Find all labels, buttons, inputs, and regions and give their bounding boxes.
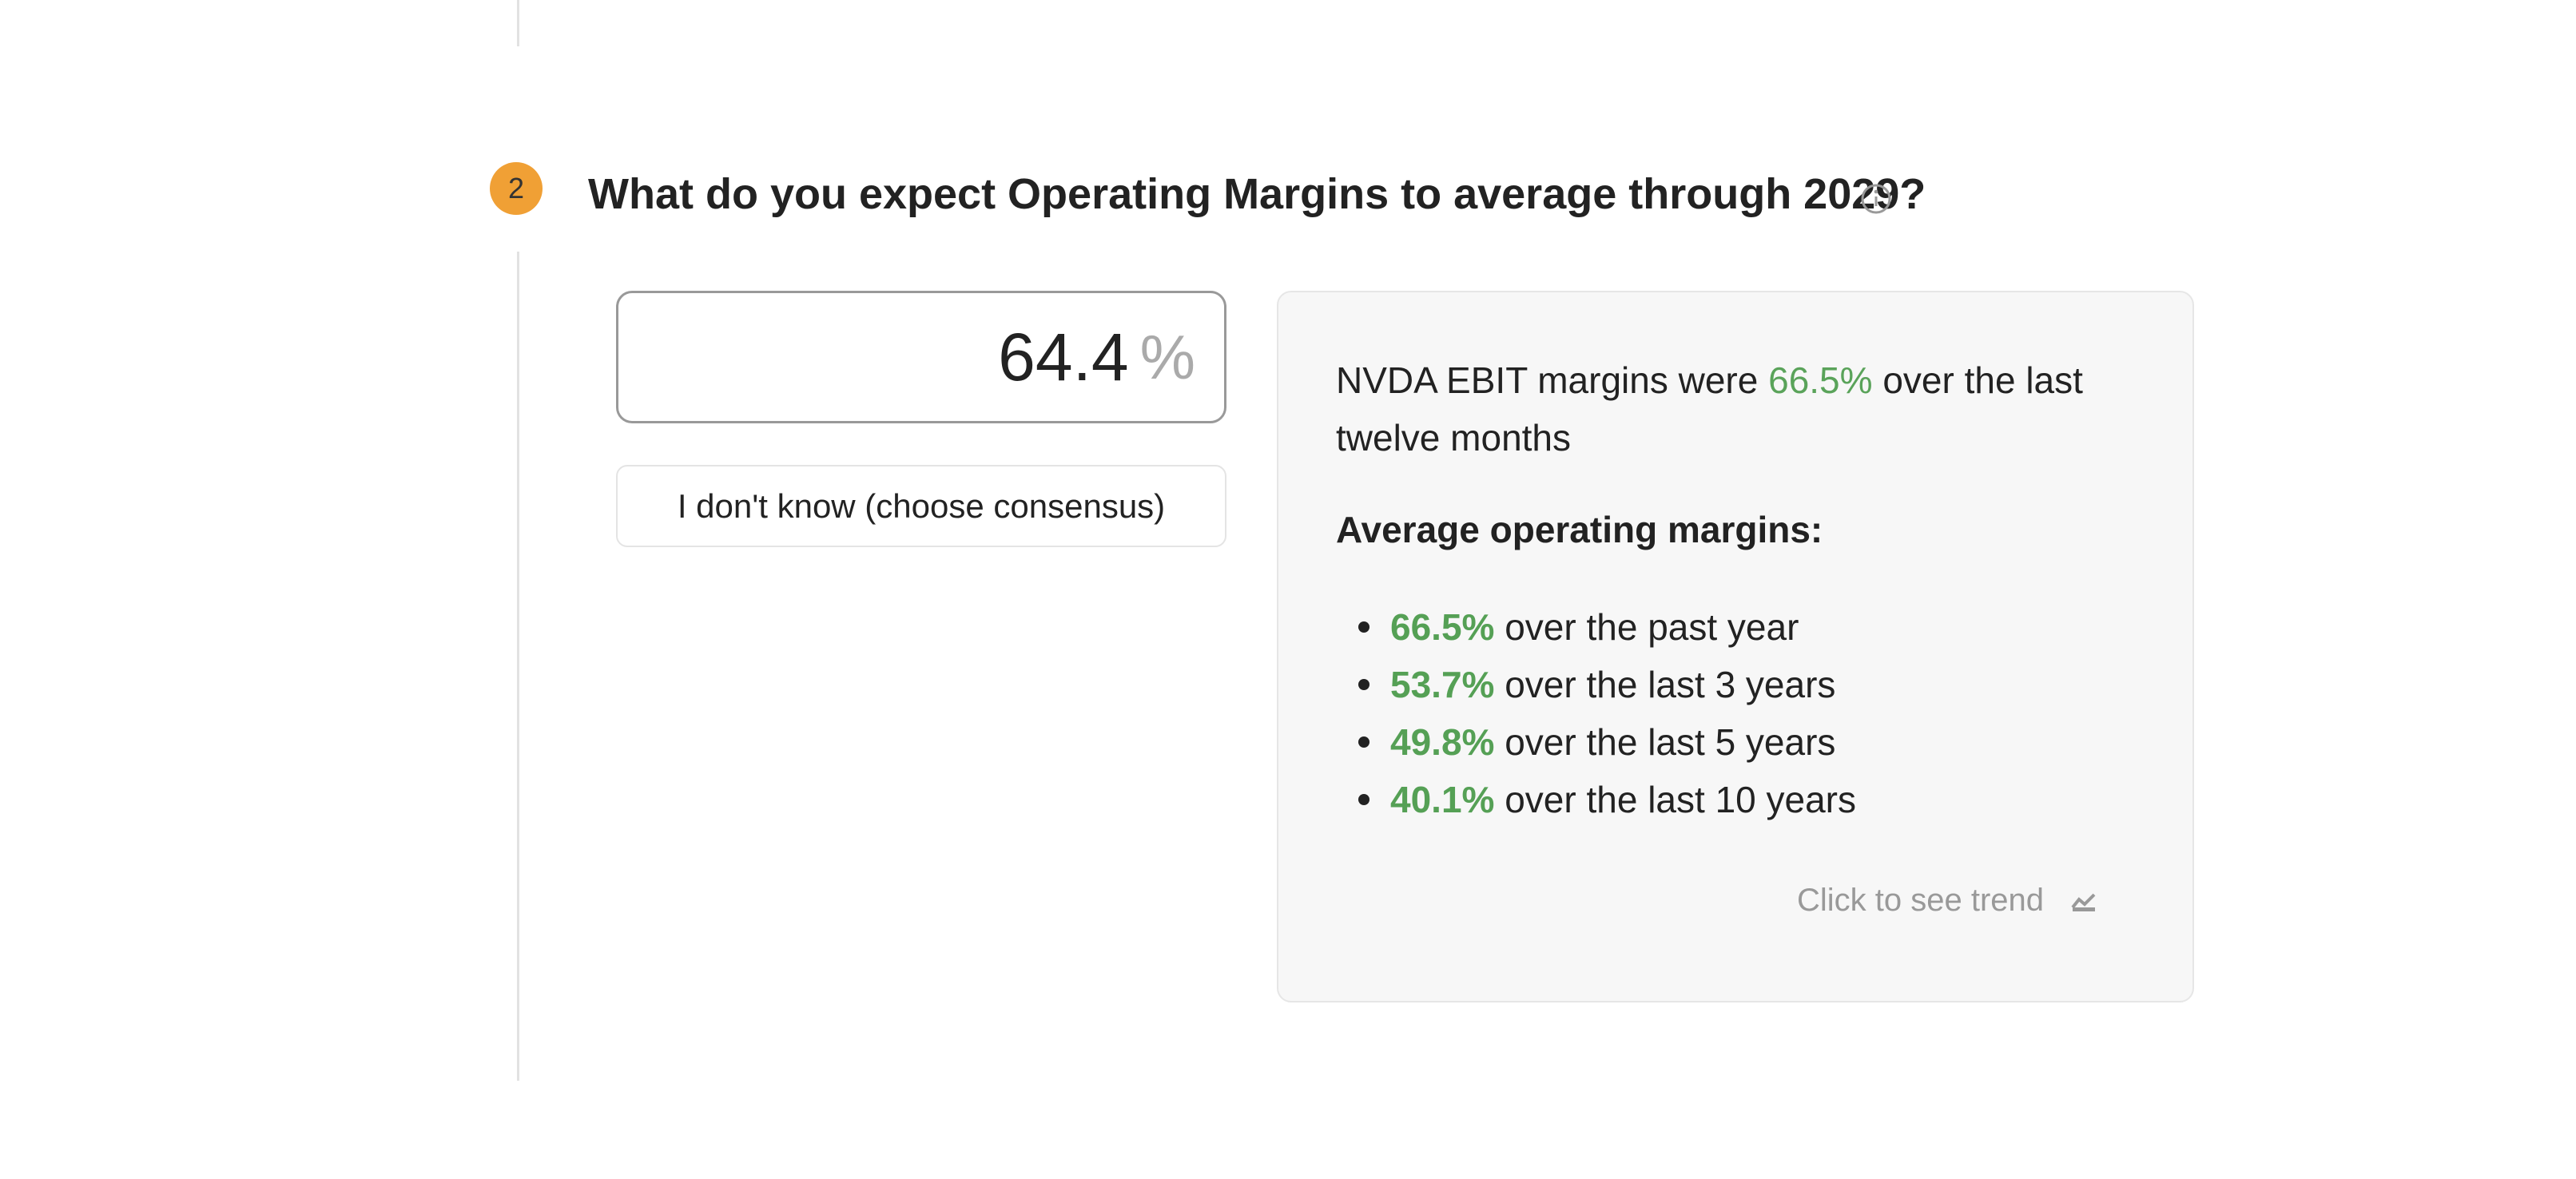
bullet xyxy=(1358,793,1369,805)
list-item: 53.7% over the last 3 years xyxy=(1358,663,1835,706)
list-item: 40.1% over the last 10 years xyxy=(1358,778,1856,821)
step-badge: 2 xyxy=(490,162,543,215)
trend-icon[interactable] xyxy=(2070,890,2097,914)
info-icon[interactable] xyxy=(1860,183,1892,215)
step-number: 2 xyxy=(507,172,525,204)
step-line xyxy=(517,0,519,46)
item-text: over the past year xyxy=(1505,606,1799,648)
list-item: 49.8% over the last 5 years xyxy=(1358,720,1835,764)
item-text: over the last 10 years xyxy=(1505,779,1857,820)
summary-text: over the last twelve months xyxy=(1336,359,2083,458)
consensus-button[interactable]: I don't know (choose consensus) xyxy=(616,465,1226,547)
margin-input[interactable]: 64.4% xyxy=(616,291,1226,423)
item-value: 40.1% xyxy=(1390,779,1495,820)
trend-link-text[interactable]: Click to see trend xyxy=(1797,883,2045,918)
summary: NVDA EBIT margins were 66.5% over the la… xyxy=(1336,351,2135,466)
info-panel xyxy=(1277,291,2194,1002)
list-heading: Average operating margins: xyxy=(1336,509,1823,550)
input-unit: % xyxy=(1139,321,1195,392)
item-text: over the last 3 years xyxy=(1505,664,1836,705)
question: What do you expect Operating Margins to … xyxy=(588,170,1926,218)
item-text: over the last 5 years xyxy=(1505,721,1836,763)
summary-text: NVDA EBIT margins were xyxy=(1336,359,1759,401)
summary-value: 66.5% xyxy=(1768,359,1873,401)
step-line xyxy=(517,252,519,1081)
list-item: 66.5% over the past year xyxy=(1358,605,1799,649)
item-value: 66.5% xyxy=(1390,606,1495,648)
button-label[interactable]: I don't know (choose consensus) xyxy=(677,486,1166,525)
item-value: 53.7% xyxy=(1390,664,1495,705)
bullet xyxy=(1358,621,1369,633)
item-value: 49.8% xyxy=(1390,721,1495,763)
input-value[interactable]: 64.4 xyxy=(998,319,1129,395)
trend-link[interactable]: Click to see trend xyxy=(1797,883,2097,919)
bullet xyxy=(1358,736,1369,748)
bullet xyxy=(1358,678,1369,690)
